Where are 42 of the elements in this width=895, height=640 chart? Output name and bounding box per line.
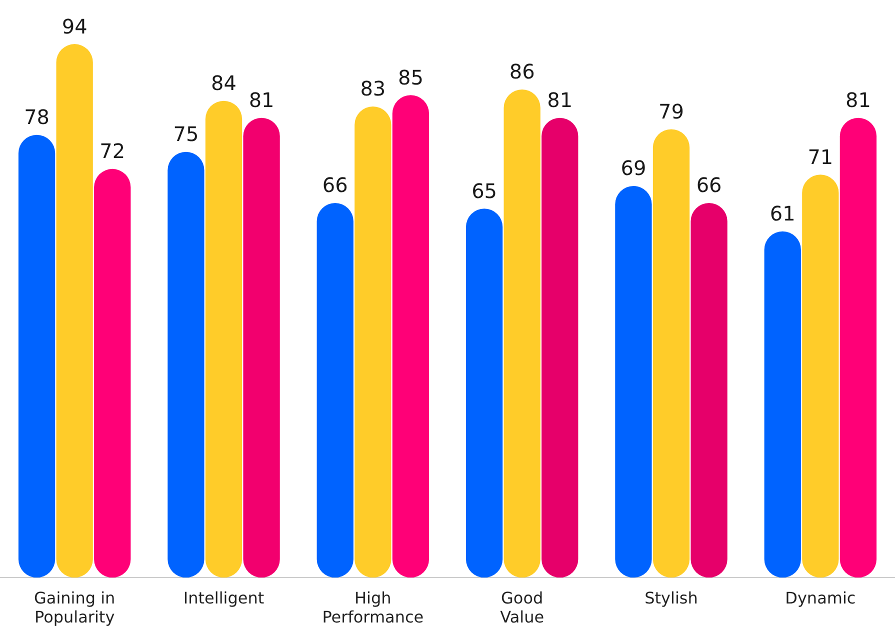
- bar: [205, 100, 242, 578]
- bar: [802, 174, 839, 578]
- data-label: 94: [62, 14, 88, 38]
- data-label: 61: [770, 202, 796, 226]
- bar: [840, 118, 877, 578]
- bar: [615, 186, 652, 578]
- data-label: 72: [100, 139, 126, 164]
- data-label: 84: [211, 71, 236, 96]
- bar: [504, 89, 540, 578]
- bar: [690, 202, 728, 578]
- bar: [94, 168, 131, 578]
- bar: [764, 231, 801, 578]
- bar: [466, 208, 503, 578]
- x-tick-label: Gaining in Popularity: [34, 588, 116, 627]
- data-label: 85: [398, 65, 424, 90]
- data-label: 81: [547, 88, 573, 112]
- data-label: 75: [173, 122, 199, 146]
- bar: [316, 202, 354, 578]
- bar: [243, 118, 280, 578]
- bar: [542, 118, 578, 578]
- x-tick-label: High Performance: [322, 588, 424, 627]
- data-label: 79: [658, 99, 684, 124]
- data-label: 65: [472, 178, 498, 203]
- x-tick-label: Good Value: [500, 588, 544, 627]
- bar: [56, 44, 93, 578]
- x-tick-label: Stylish: [644, 588, 698, 608]
- bar: [168, 152, 204, 578]
- x-tick-label: Intelligent: [183, 588, 264, 608]
- x-tick-label: Dynamic: [785, 588, 856, 608]
- bar: [18, 134, 56, 578]
- data-label: 71: [808, 144, 834, 169]
- data-label: 81: [248, 88, 274, 112]
- data-label: 78: [24, 105, 50, 130]
- bar: [354, 106, 392, 578]
- data-label: 83: [360, 76, 386, 101]
- data-label: 86: [509, 60, 535, 84]
- bar: [652, 129, 690, 578]
- bar: [392, 95, 430, 578]
- data-label: 66: [696, 173, 722, 198]
- data-label: 69: [620, 156, 646, 180]
- data-label: 81: [845, 88, 871, 112]
- data-label: 66: [322, 173, 348, 198]
